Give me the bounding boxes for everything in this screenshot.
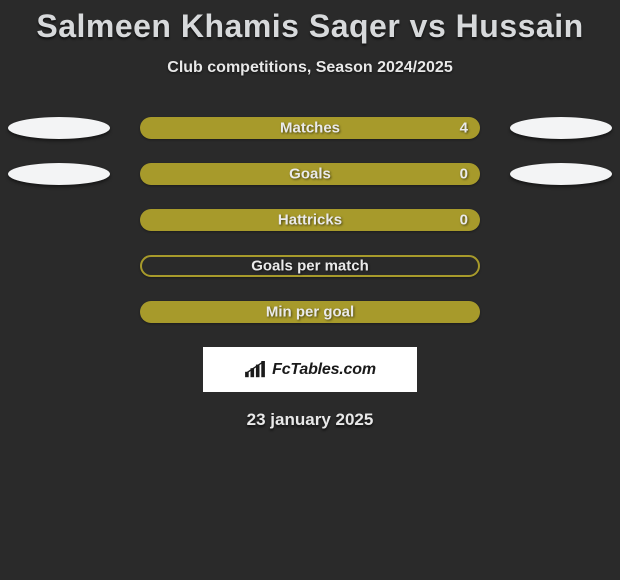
stat-row: Goals0 bbox=[0, 163, 620, 185]
stat-row: Goals per match bbox=[0, 255, 620, 277]
stat-row: Min per goal bbox=[0, 301, 620, 323]
stat-row: Matches4 bbox=[0, 117, 620, 139]
stat-bar: Goals per match bbox=[140, 255, 480, 277]
source-badge-text: FcTables.com bbox=[272, 361, 376, 379]
stat-row: Hattricks0 bbox=[0, 209, 620, 231]
stat-bar: Goals0 bbox=[140, 163, 480, 185]
spacer bbox=[8, 255, 110, 277]
bar-fill bbox=[140, 117, 480, 139]
stat-rows: Matches4 Goals0 Hattricks0 Goals per match M… bbox=[0, 117, 620, 323]
player-right-marker bbox=[510, 117, 612, 139]
bar-fill bbox=[140, 301, 480, 323]
spacer bbox=[510, 209, 612, 231]
stat-bar: Matches4 bbox=[140, 117, 480, 139]
chart-bar-icon bbox=[244, 361, 266, 379]
spacer bbox=[8, 209, 110, 231]
stat-bar: Min per goal bbox=[140, 301, 480, 323]
subtitle: Club competitions, Season 2024/2025 bbox=[0, 59, 620, 77]
bar-fill bbox=[140, 209, 480, 231]
bar-fill bbox=[140, 163, 480, 185]
spacer bbox=[510, 301, 612, 323]
snapshot-date: 23 january 2025 bbox=[0, 410, 620, 430]
stat-bar: Hattricks0 bbox=[140, 209, 480, 231]
stat-value: 4 bbox=[460, 120, 468, 137]
stat-value: 0 bbox=[460, 166, 468, 183]
source-badge: FcTables.com bbox=[203, 347, 417, 392]
player-left-marker bbox=[8, 163, 110, 185]
spacer bbox=[8, 301, 110, 323]
player-right-marker bbox=[510, 163, 612, 185]
bar-outline bbox=[140, 255, 480, 277]
spacer bbox=[510, 255, 612, 277]
page-title: Salmeen Khamis Saqer vs Hussain bbox=[0, 8, 620, 45]
player-left-marker bbox=[8, 117, 110, 139]
stat-value: 0 bbox=[460, 212, 468, 229]
comparison-card: Salmeen Khamis Saqer vs Hussain Club com… bbox=[0, 0, 620, 580]
